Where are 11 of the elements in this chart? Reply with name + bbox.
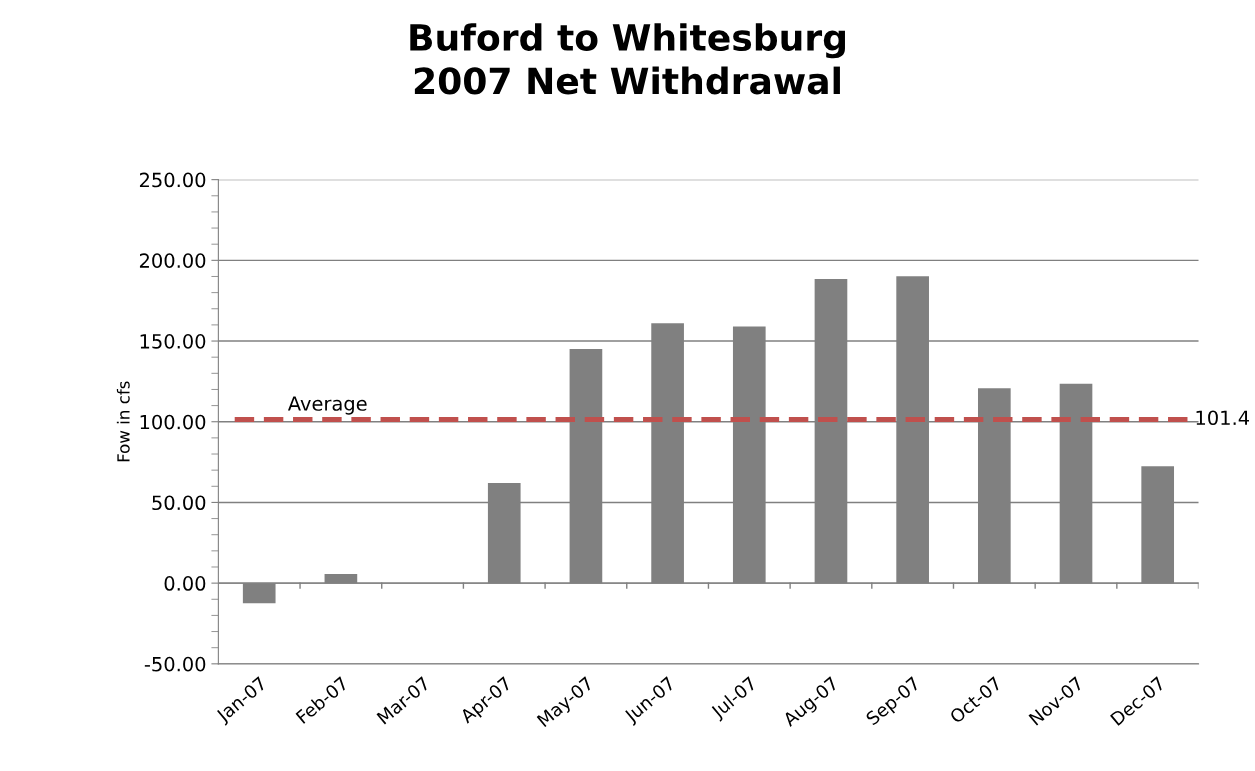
y-tick-label: -50.00 bbox=[144, 656, 206, 672]
y-tick-label: 150.00 bbox=[140, 333, 206, 349]
ref-line-label: Average bbox=[287, 396, 367, 415]
y-tick-label: 0.00 bbox=[164, 576, 206, 591]
y-axis-title: Fow in cfs bbox=[116, 381, 130, 462]
annotation: 101.4 bbox=[1196, 410, 1250, 426]
chart-title: Buford to Whitesburg 2007 Net Withdrawal bbox=[410, 23, 845, 95]
y-tick-label: 50.00 bbox=[152, 495, 206, 511]
y-tick-label: 200.00 bbox=[139, 253, 206, 268]
y-tick-label: 100.00 bbox=[140, 414, 206, 430]
y-tick-label: 250.00 bbox=[139, 172, 206, 188]
